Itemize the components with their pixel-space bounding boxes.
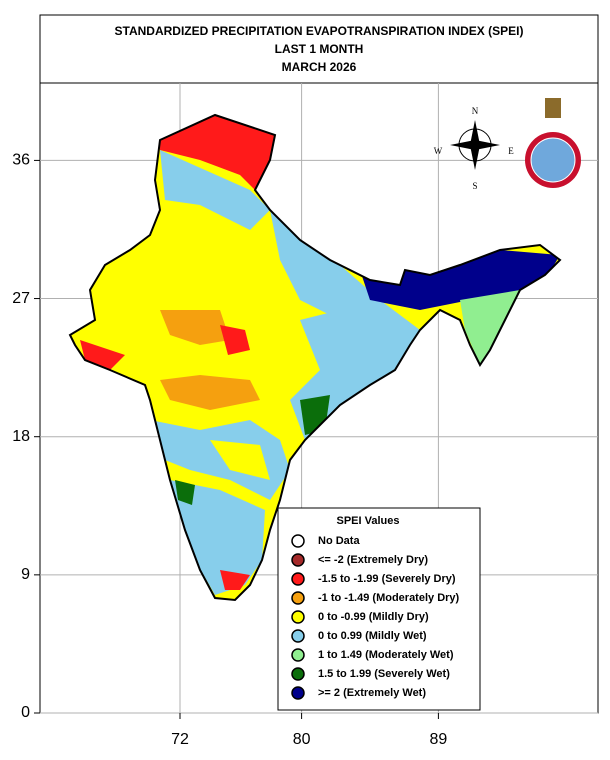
lon-tick-label: 80 (293, 731, 311, 748)
legend-swatch (291, 648, 305, 662)
legend-swatch (291, 534, 305, 548)
region (220, 325, 250, 355)
lat-tick-label: 36 (12, 152, 30, 169)
legend-swatch (291, 686, 305, 700)
compass: N E S W (434, 106, 515, 191)
legend-label: 1.5 to 1.99 (Severely Wet) (318, 668, 450, 680)
legend-swatch (291, 572, 305, 586)
region (150, 115, 290, 190)
legend-label: 0 to 0.99 (Mildly Wet) (318, 630, 427, 642)
lon-tick-label: 89 (430, 731, 448, 748)
legend-swatch (291, 591, 305, 605)
lat-tick-label: 9 (21, 566, 30, 583)
legend-label: 1 to 1.49 (Moderately Wet) (318, 649, 454, 661)
compass-w: W (434, 146, 443, 156)
region (170, 480, 265, 595)
lat-tick-label: 0 (21, 704, 30, 721)
legend-box (277, 507, 481, 711)
region (175, 480, 195, 505)
legend-label: -1.5 to -1.99 (Severely Dry) (318, 573, 456, 585)
region (220, 570, 250, 590)
region (160, 150, 270, 230)
region (160, 310, 230, 345)
lat-tick-label: 27 (12, 290, 30, 307)
compass-s: S (472, 181, 477, 191)
compass-e: E (508, 146, 514, 156)
region (210, 440, 270, 480)
region (160, 375, 260, 410)
emblem (525, 98, 581, 188)
legend-label: 0 to -0.99 (Mildly Dry) (318, 611, 429, 623)
region (270, 210, 380, 330)
title-line: LAST 1 MONTH (275, 42, 364, 56)
legend: SPEI Values No Data <= -2 (Extremely Dry)… (277, 507, 481, 711)
region (460, 290, 520, 365)
legend-swatch (291, 629, 305, 643)
legend-title: SPEI Values (337, 515, 400, 527)
legend-label: No Data (318, 535, 360, 547)
legend-label: >= 2 (Extremely Wet) (318, 687, 426, 699)
lon-tick-label: 72 (171, 731, 189, 748)
title-box (39, 14, 599, 84)
legend-swatch (291, 667, 305, 681)
legend-swatch (291, 553, 305, 567)
title-line: MARCH 2026 (282, 60, 357, 74)
title-line: STANDARDIZED PRECIPITATION EVAPOTRANSPIR… (115, 24, 524, 38)
legend-swatch (291, 610, 305, 624)
legend-label: -1 to -1.49 (Moderately Dry) (318, 592, 460, 604)
legend-label: <= -2 (Extremely Dry) (318, 554, 428, 566)
compass-n: N (472, 106, 479, 116)
lat-tick-label: 18 (12, 428, 30, 445)
region (150, 420, 290, 500)
